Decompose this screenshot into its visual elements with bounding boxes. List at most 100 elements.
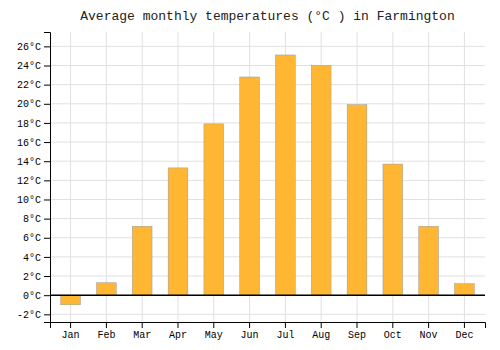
- tick-mark: [44, 238, 50, 239]
- tick: Oct: [384, 322, 402, 341]
- grid-line: [50, 218, 485, 219]
- tick-mark: [70, 322, 71, 328]
- tick: -2°C: [17, 310, 50, 321]
- tick-label: 0°C: [23, 291, 41, 302]
- tick: 18°C: [17, 119, 50, 130]
- plot: -2°C 0°C 2°C 4°C 6°C 8°C 10°C 12°C 14°C 16°C 18°C 2…: [17, 32, 486, 341]
- tick-label: 2°C: [23, 272, 41, 283]
- tick-mark: [44, 46, 50, 47]
- tick: Feb: [97, 322, 115, 341]
- tick-label: 22°C: [17, 80, 41, 91]
- grid-line: [50, 199, 485, 200]
- tick: 16°C: [17, 138, 50, 149]
- grid-line: [50, 161, 485, 162]
- tick-mark: [44, 295, 50, 296]
- grid-line: [50, 65, 485, 66]
- tick-label: 10°C: [17, 195, 41, 206]
- chart: -2°C 0°C 2°C 4°C 6°C 8°C 10°C 12°C 14°C 16°C 18°C 2…: [0, 0, 500, 350]
- tick-label: 8°C: [23, 214, 41, 225]
- tick-mark: [44, 219, 50, 220]
- tick-mark: [213, 322, 214, 328]
- tick-label: Aug: [312, 330, 330, 341]
- grid-line: [464, 32, 465, 322]
- bar: [61, 295, 81, 305]
- tick-mark: [44, 85, 50, 86]
- tick: Jun: [241, 322, 259, 341]
- tick-label: Feb: [97, 330, 115, 341]
- tick: Apr: [169, 322, 187, 341]
- tick-label: Nov: [420, 330, 438, 341]
- axis-line: [51, 323, 486, 329]
- tick: Aug: [312, 322, 330, 341]
- grid-line: [50, 295, 485, 296]
- tick: Jul: [276, 322, 294, 341]
- tick-label: 6°C: [23, 233, 41, 244]
- tick-label: 4°C: [23, 253, 41, 264]
- tick: Nov: [420, 322, 438, 341]
- tick-label: 12°C: [17, 176, 41, 187]
- tick-mark: [428, 322, 429, 328]
- tick-mark: [106, 322, 107, 328]
- tick-mark: [464, 322, 465, 328]
- tick-mark: [44, 104, 50, 105]
- tick: 20°C: [17, 99, 50, 110]
- tick: 24°C: [17, 61, 50, 72]
- grid-line: [106, 32, 107, 322]
- tick-label: 16°C: [17, 138, 41, 149]
- tick-mark: [44, 199, 50, 200]
- tick: 6°C: [23, 233, 50, 244]
- tick-mark: [44, 314, 50, 315]
- tick: Sep: [348, 322, 366, 341]
- tick: 0°C: [23, 291, 50, 302]
- axis-line: [44, 33, 51, 323]
- bar: [419, 226, 439, 295]
- tick: 2°C: [23, 272, 50, 283]
- grid-line: [50, 122, 485, 123]
- tick-mark: [142, 322, 143, 328]
- tick: 4°C: [23, 253, 50, 264]
- grid-line: [50, 84, 485, 85]
- bar: [276, 55, 296, 295]
- tick: 14°C: [17, 157, 50, 168]
- grid-line: [50, 142, 485, 143]
- tick: 8°C: [23, 214, 50, 225]
- bar: [347, 105, 367, 295]
- tick: Dec: [455, 322, 473, 341]
- tick-label: Mar: [133, 330, 151, 341]
- tick: May: [205, 322, 223, 341]
- tick-mark: [321, 322, 322, 328]
- bar: [97, 283, 117, 295]
- tick: 26°C: [17, 42, 50, 53]
- bar: [204, 124, 224, 295]
- grid-line: [70, 32, 71, 322]
- baseline: [50, 294, 485, 296]
- tick: Mar: [133, 322, 151, 341]
- tick-mark: [177, 322, 178, 328]
- tick-mark: [44, 180, 50, 181]
- tick: 12°C: [17, 176, 50, 187]
- tick-mark: [392, 322, 393, 328]
- bar: [311, 65, 331, 295]
- grid-line: [50, 103, 485, 104]
- x-axis: Jan Feb Mar Apr May Jun Jul Aug Sep Oct Nov Dec: [51, 322, 486, 341]
- title: Average monthly temperatures (°C ) in Fa…: [80, 9, 454, 24]
- tick-label: Jan: [62, 330, 80, 341]
- grid-line: [50, 46, 485, 47]
- tick: 22°C: [17, 80, 50, 91]
- tick-label: 24°C: [17, 61, 41, 72]
- tick-label: Oct: [384, 330, 402, 341]
- bar: [383, 164, 403, 295]
- tick-label: Jun: [241, 330, 259, 341]
- tick-mark: [44, 161, 50, 162]
- grid-line: [50, 314, 485, 315]
- bar: [455, 284, 475, 295]
- grid: [50, 32, 485, 322]
- tick-mark: [44, 142, 50, 143]
- tick-mark: [44, 276, 50, 277]
- tick-mark: [285, 322, 286, 328]
- tick: 10°C: [17, 195, 50, 206]
- tick-mark: [357, 322, 358, 328]
- tick-label: Apr: [169, 330, 187, 341]
- tick-mark: [44, 123, 50, 124]
- y-axis: -2°C 0°C 2°C 4°C 6°C 8°C 10°C 12°C 14°C 16°C 18°C 2…: [17, 33, 51, 323]
